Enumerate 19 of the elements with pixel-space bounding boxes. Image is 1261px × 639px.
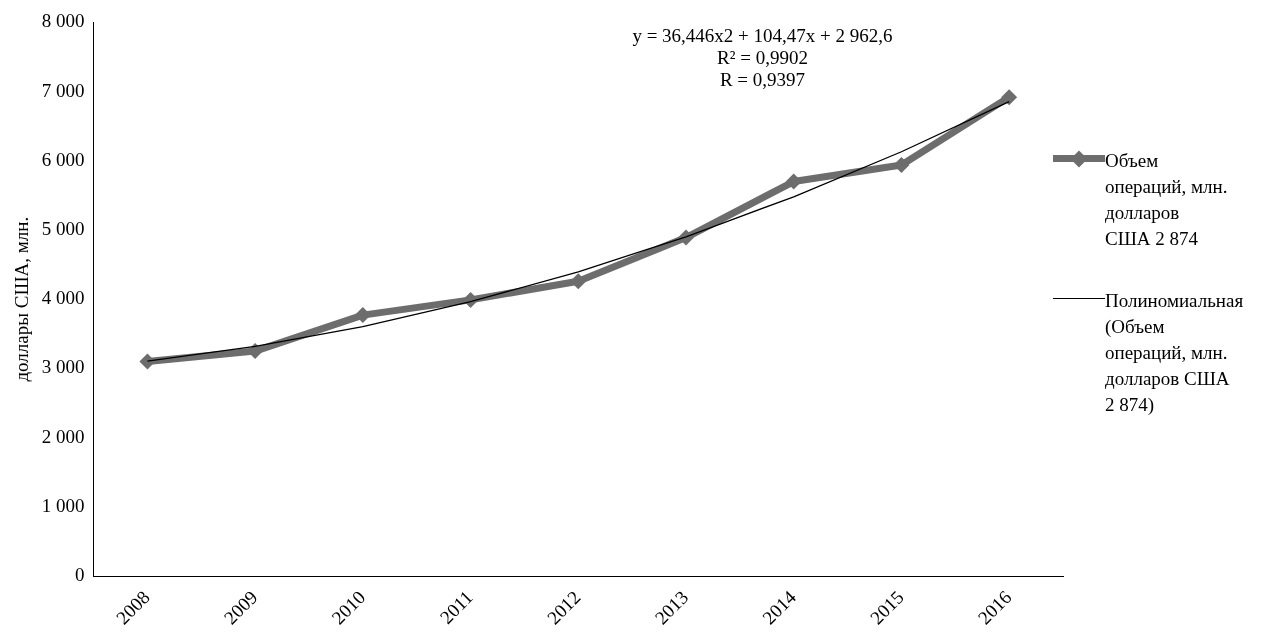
annotation: R = 0,9397 [719, 69, 806, 91]
y-tick-label: 0 [75, 563, 85, 585]
point [570, 273, 587, 290]
point [893, 156, 910, 173]
point [1001, 89, 1018, 106]
y-tick-label: 8 000 [41, 10, 85, 32]
legend-label: Объем операций, млн. долларов США 2 874 [1105, 148, 1228, 251]
legend-label: Полиномиальная (Объем операций, млн. долларов США 2 874) [1105, 288, 1244, 417]
y-tick-label: 2 000 [41, 425, 85, 447]
point [354, 307, 371, 324]
y-tick-label: 3 000 [41, 356, 85, 378]
y-tick-label: 4 000 [41, 287, 85, 309]
y-tick-label: 7 000 [41, 79, 85, 101]
annotation: y = 36,446x2 + 104,47x + 2 962,6 [632, 25, 893, 47]
y-tick-label: 6 000 [41, 148, 85, 170]
y-tick-label: 1 000 [41, 494, 85, 516]
y-axis-title: доллары США, млн. [11, 216, 33, 382]
annotation: R² = 0,9902 [717, 47, 808, 69]
y-tick-label: 5 000 [41, 217, 85, 239]
